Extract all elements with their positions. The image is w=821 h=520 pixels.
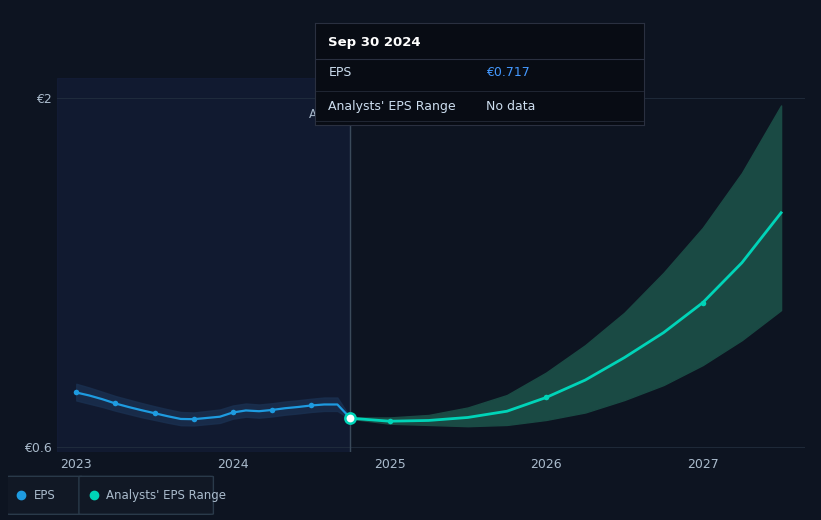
Bar [57,78,351,452]
Point [227,408,240,417]
Text: EPS: EPS [34,489,56,502]
Point [305,401,318,410]
Point [539,393,553,401]
Text: Actual: Actual [309,108,346,121]
FancyBboxPatch shape [7,476,82,514]
Point [148,409,161,418]
Point [344,414,357,422]
Point [383,417,396,425]
Text: €0.717: €0.717 [486,66,530,79]
Point [109,399,122,408]
Point [187,415,200,423]
Point [70,388,83,397]
Text: Sep 30 2024: Sep 30 2024 [328,35,421,48]
Point [265,406,278,414]
Text: No data: No data [486,100,535,113]
Text: Analysts' EPS Range: Analysts' EPS Range [107,489,227,502]
Text: Analysts Forecasts: Analysts Forecasts [355,108,465,121]
Text: EPS: EPS [328,66,351,79]
Point [696,298,709,307]
FancyBboxPatch shape [79,476,213,514]
Text: Analysts' EPS Range: Analysts' EPS Range [328,100,456,113]
